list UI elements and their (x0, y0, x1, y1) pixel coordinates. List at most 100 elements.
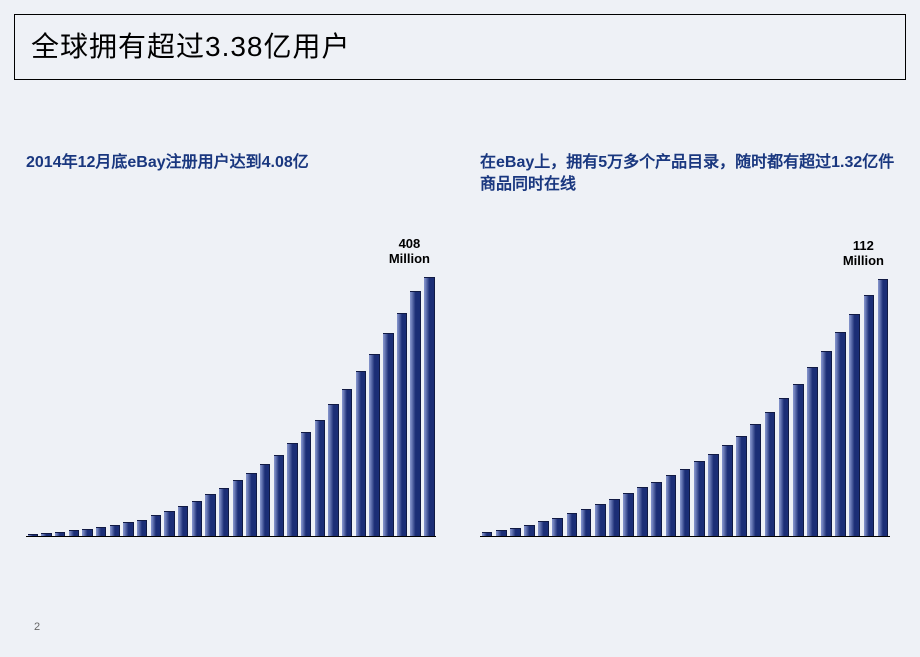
bar (651, 482, 662, 537)
bar (552, 518, 563, 537)
bar (383, 333, 393, 537)
bar-wrap (664, 475, 678, 537)
right-subtitle: 在eBay上，拥有5万多个产品目录，随时都有超过1.32亿件商品同时在线 (480, 152, 900, 197)
bar (680, 469, 691, 537)
bar-wrap (422, 277, 436, 537)
bar-wrap (848, 314, 862, 537)
bar (637, 487, 648, 537)
bar-wrap (231, 480, 245, 537)
bar (369, 354, 379, 537)
bar-wrap (190, 501, 204, 537)
bar-wrap (579, 509, 593, 537)
bar (736, 436, 747, 537)
bar-wrap (286, 443, 300, 537)
bar (260, 464, 270, 537)
bar (274, 455, 284, 537)
bar-wrap (395, 313, 409, 537)
bar (835, 332, 846, 537)
bar-wrap (777, 398, 791, 537)
bar-wrap (368, 354, 382, 537)
bar (219, 488, 229, 537)
bar-wrap (749, 424, 763, 537)
bar-wrap (327, 404, 341, 537)
left-chart-peak-label: 408 Million (389, 237, 430, 267)
bar (356, 371, 366, 537)
bar-wrap (135, 520, 149, 537)
bar (666, 475, 677, 537)
bar-wrap (678, 469, 692, 537)
bar-wrap (204, 494, 218, 537)
bar (595, 504, 606, 537)
right-chart: 112 Million (480, 227, 890, 537)
bar (567, 513, 578, 537)
bar (192, 501, 202, 537)
bar (410, 291, 420, 537)
bar-wrap (245, 473, 259, 537)
bar-wrap (217, 488, 231, 537)
bar-wrap (409, 291, 423, 537)
left-chart: 408 Million (26, 227, 436, 537)
left-chart-bars (26, 277, 436, 537)
bar (424, 277, 434, 537)
bar-wrap (834, 332, 848, 537)
left-chart-baseline (26, 536, 436, 537)
bar (287, 443, 297, 537)
bar-wrap (354, 371, 368, 537)
bar (708, 454, 719, 537)
bar (623, 493, 634, 537)
bar (581, 509, 592, 537)
bar-wrap (593, 504, 607, 537)
bar (178, 506, 188, 537)
bar (609, 499, 620, 537)
bar (793, 384, 804, 537)
bar-wrap (650, 482, 664, 537)
bar-wrap (565, 513, 579, 537)
bar-wrap (876, 279, 890, 537)
bar (328, 404, 338, 537)
bar (233, 480, 243, 537)
bar-wrap (621, 493, 635, 537)
right-chart-bars (480, 279, 890, 537)
bar (864, 295, 875, 537)
bar (123, 522, 133, 537)
bar-wrap (763, 412, 777, 537)
bar-wrap (862, 295, 876, 537)
bar (342, 389, 352, 537)
bar (301, 432, 311, 537)
bar-wrap (537, 521, 551, 537)
bar-wrap (551, 518, 565, 537)
bar (750, 424, 761, 537)
bar-wrap (149, 515, 163, 537)
bar (315, 420, 325, 537)
bar-wrap (735, 436, 749, 537)
bar (807, 367, 818, 537)
bar (765, 412, 776, 537)
bar-wrap (122, 522, 136, 537)
bar-wrap (636, 487, 650, 537)
bar-wrap (607, 499, 621, 537)
bar-wrap (340, 389, 354, 537)
bar (821, 351, 832, 537)
bar-wrap (805, 367, 819, 537)
bar (849, 314, 860, 537)
bar-wrap (791, 384, 805, 537)
page-title: 全球拥有超过3.38亿用户 (31, 25, 889, 65)
left-subtitle: 2014年12月底eBay注册用户达到4.08亿 (26, 152, 446, 174)
bar-wrap (706, 454, 720, 537)
bar-wrap (692, 461, 706, 537)
bar-wrap (258, 464, 272, 537)
bar (246, 473, 256, 537)
title-box: 全球拥有超过3.38亿用户 (14, 14, 906, 80)
bar (779, 398, 790, 537)
bar (205, 494, 215, 537)
bar-wrap (313, 420, 327, 537)
bar (722, 445, 733, 537)
bar-wrap (381, 333, 395, 537)
bar-wrap (163, 511, 177, 537)
bar (164, 511, 174, 537)
bar-wrap (819, 351, 833, 537)
bar (397, 313, 407, 537)
bar (694, 461, 705, 537)
bar-wrap (299, 432, 313, 537)
bar (878, 279, 889, 537)
